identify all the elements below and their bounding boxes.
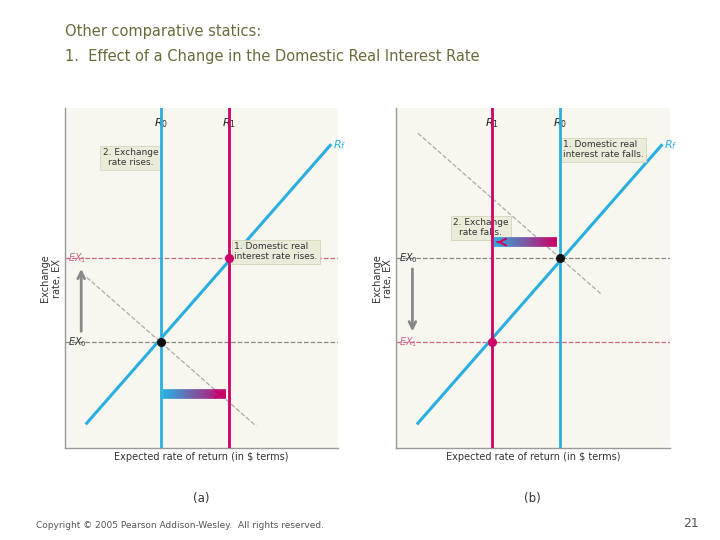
Text: $EX_1$: $EX_1$ — [399, 335, 417, 349]
X-axis label: Expected rate of return (in $ terms): Expected rate of return (in $ terms) — [114, 453, 289, 462]
Y-axis label: Exchange
rate, EX: Exchange rate, EX — [372, 254, 393, 302]
Text: 1.  Effect of a Change in the Domestic Real Interest Rate: 1. Effect of a Change in the Domestic Re… — [65, 49, 480, 64]
Text: $R_1$: $R_1$ — [485, 116, 499, 130]
Text: (b): (b) — [524, 492, 541, 505]
Y-axis label: Exchange
rate, EX: Exchange rate, EX — [40, 254, 62, 302]
Text: $R_1$: $R_1$ — [222, 116, 236, 130]
Text: 2. Exchange
rate falls.: 2. Exchange rate falls. — [453, 218, 508, 238]
Text: 1. Domestic real
interest rate falls.: 1. Domestic real interest rate falls. — [563, 140, 644, 159]
Text: Other comparative statics:: Other comparative statics: — [65, 24, 261, 39]
Text: 21: 21 — [683, 517, 698, 530]
Text: $R_0$: $R_0$ — [153, 116, 168, 130]
Text: $EX_1$: $EX_1$ — [68, 251, 86, 265]
Text: $R_0$: $R_0$ — [553, 116, 567, 130]
Text: 2. Exchange
rate rises.: 2. Exchange rate rises. — [103, 148, 158, 167]
Text: $EX_0$: $EX_0$ — [68, 335, 86, 349]
Text: $EX_0$: $EX_0$ — [399, 251, 418, 265]
Text: (a): (a) — [194, 492, 210, 505]
Text: $R_f$: $R_f$ — [333, 138, 346, 152]
Text: 1. Domestic real
interest rate rises.: 1. Domestic real interest rate rises. — [235, 242, 318, 261]
X-axis label: Expected rate of return (in $ terms): Expected rate of return (in $ terms) — [446, 453, 620, 462]
Text: $R_f$: $R_f$ — [664, 138, 678, 152]
Text: Copyright © 2005 Pearson Addison-Wesley.  All rights reserved.: Copyright © 2005 Pearson Addison-Wesley.… — [36, 521, 324, 530]
